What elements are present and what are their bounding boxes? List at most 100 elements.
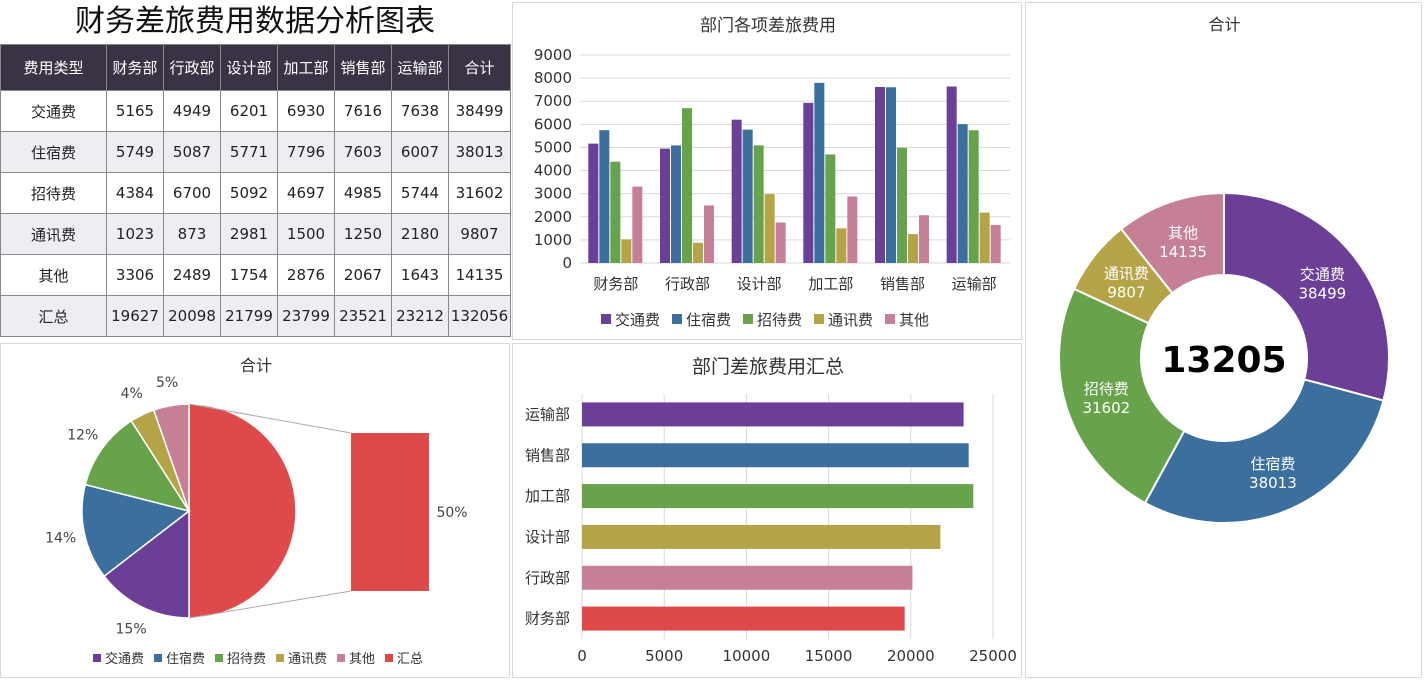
horizontal-bar-chart: 0 5000 10000 15000 20000 25000 运输部销售部加工部设计部行政部…: [525, 394, 1017, 665]
table-cell: 2876: [277, 254, 335, 296]
table-cell: 6700: [163, 172, 221, 214]
x-tick-label: 15000: [805, 647, 853, 665]
donut-slice-招待费: [1058, 287, 1186, 505]
table-row: 住宿费 5749 5087 5771 7796 7603 6007 38013: [0, 131, 511, 173]
pie-percent-label: 4%: [121, 386, 143, 402]
table-cell: 5749: [106, 131, 164, 173]
legend-label: 住宿费: [166, 651, 205, 667]
pie-percent-label: 50%: [436, 505, 467, 521]
table-cell: 1500: [277, 213, 335, 255]
table-cell: 4949: [163, 90, 221, 132]
table-cell: 7638: [391, 90, 449, 132]
table-cell: 5165: [106, 90, 164, 132]
table-cell: 23521: [334, 295, 392, 337]
slice-label-name: 住宿费: [1250, 455, 1295, 473]
legend-swatch: [93, 654, 101, 662]
table-cell: 38499: [448, 90, 511, 132]
legend-swatch: [743, 314, 753, 324]
table-cell: 23799: [277, 295, 335, 337]
table-header-cell: 合计: [448, 44, 511, 91]
table-cell: 1643: [391, 254, 449, 296]
legend-swatch: [814, 314, 824, 324]
table-header-cell: 行政部: [163, 44, 221, 91]
bar-其他: [990, 225, 1001, 263]
bar-住宿费: [742, 129, 753, 263]
horizontal-bar-panel: 部门差旅费用汇总 0 5000 10000 15000 20000 25000 运输部 销售部…: [512, 343, 1022, 678]
legend-label: 其他: [349, 652, 375, 667]
table-header-cell: 运输部: [391, 44, 449, 91]
bar-交通费: [660, 148, 670, 263]
bar-其他: [847, 196, 858, 263]
bar-住宿费: [671, 145, 681, 263]
y-tick-label: 加工部: [525, 487, 570, 505]
table-cell: 31602: [448, 172, 511, 214]
pie-slice-住宿费: [81, 483, 191, 578]
x-tick-label: 运输部: [952, 275, 997, 293]
donut-slice-交通费: [1223, 191, 1390, 402]
table-cell: 1250: [334, 213, 392, 255]
legend-label: 通讯费: [828, 311, 873, 329]
donut-center-value: 13205: [1161, 340, 1286, 381]
bar-交通费: [588, 143, 599, 263]
y-tick-label: 5000: [534, 138, 572, 156]
legend-label: 汇总: [397, 652, 423, 667]
table-row-label: 招待费: [0, 172, 107, 214]
bar-通讯费: [836, 228, 847, 263]
legend-label: 招待费: [757, 311, 802, 329]
donut-slice-住宿费: [1143, 378, 1385, 524]
x-tick-label: 财务部: [593, 275, 638, 293]
y-tick-label: 0: [562, 254, 572, 272]
table-cell: 2067: [334, 254, 392, 296]
table-cell: 5771: [220, 131, 278, 173]
bar-其他: [775, 222, 786, 263]
legend-label: 通讯费: [288, 652, 327, 667]
y-tick-label: 设计部: [525, 528, 570, 546]
connector-line: [188, 403, 352, 434]
secondary-bar-汇总: [351, 433, 429, 591]
hbar-行政部: [582, 565, 913, 590]
table-row-label: 汇总: [0, 295, 107, 337]
legend-label: 招待费: [227, 652, 266, 667]
table-cell: 38013: [448, 131, 511, 173]
pie-percent-label: 15%: [116, 622, 147, 638]
hbar-运输部: [582, 402, 964, 427]
slice-label-value: 31602: [1082, 399, 1130, 417]
pie-percent-label: 12%: [67, 427, 98, 443]
pie-chart-title: 合计: [239, 356, 272, 375]
donut-slice-其他: [1119, 191, 1225, 295]
legend-swatch: [337, 654, 345, 662]
table-header-cell: 财务部: [106, 44, 164, 91]
x-tick-label: 25000: [969, 647, 1017, 665]
bar-招待费: [968, 130, 979, 263]
y-tick-label: 财务部: [525, 610, 570, 628]
legend-label: 其他: [899, 311, 929, 329]
table-cell: 21799: [220, 295, 278, 337]
slice-label-name: 交通费: [1300, 265, 1345, 283]
legend-swatch: [672, 314, 682, 324]
bar-交通费: [946, 86, 957, 264]
y-tick-label: 行政部: [525, 569, 570, 587]
connector-line: [188, 590, 352, 619]
bar-通讯费: [908, 234, 918, 263]
table-cell: 7616: [334, 90, 392, 132]
hbar-财务部: [582, 606, 905, 631]
legend-swatch: [601, 314, 611, 324]
slice-label-value: 38013: [1249, 474, 1297, 492]
table-cell: 6201: [220, 90, 278, 132]
table-cell: 2489: [163, 254, 221, 296]
y-tick-label: 4000: [534, 162, 572, 180]
x-tick-label: 0: [577, 647, 587, 665]
legend-swatch: [154, 654, 162, 662]
table-cell: 2180: [391, 213, 449, 255]
table-header-cell: 加工部: [277, 44, 335, 91]
table-cell: 5087: [163, 131, 221, 173]
table-row: 招待费 4384 6700 5092 4697 4985 5744 31602: [0, 172, 511, 214]
bar-交通费: [875, 86, 885, 263]
slice-label-value: 38499: [1298, 284, 1346, 302]
column-chart-panel: 部门各项差旅费用 0 1000 2000 3000 4000 5000 6000 7000 80…: [512, 2, 1022, 340]
table-cell: 6930: [277, 90, 335, 132]
table-cell: 4384: [106, 172, 164, 214]
y-tick-label: 7000: [534, 92, 572, 110]
bar-交通费: [803, 102, 814, 263]
